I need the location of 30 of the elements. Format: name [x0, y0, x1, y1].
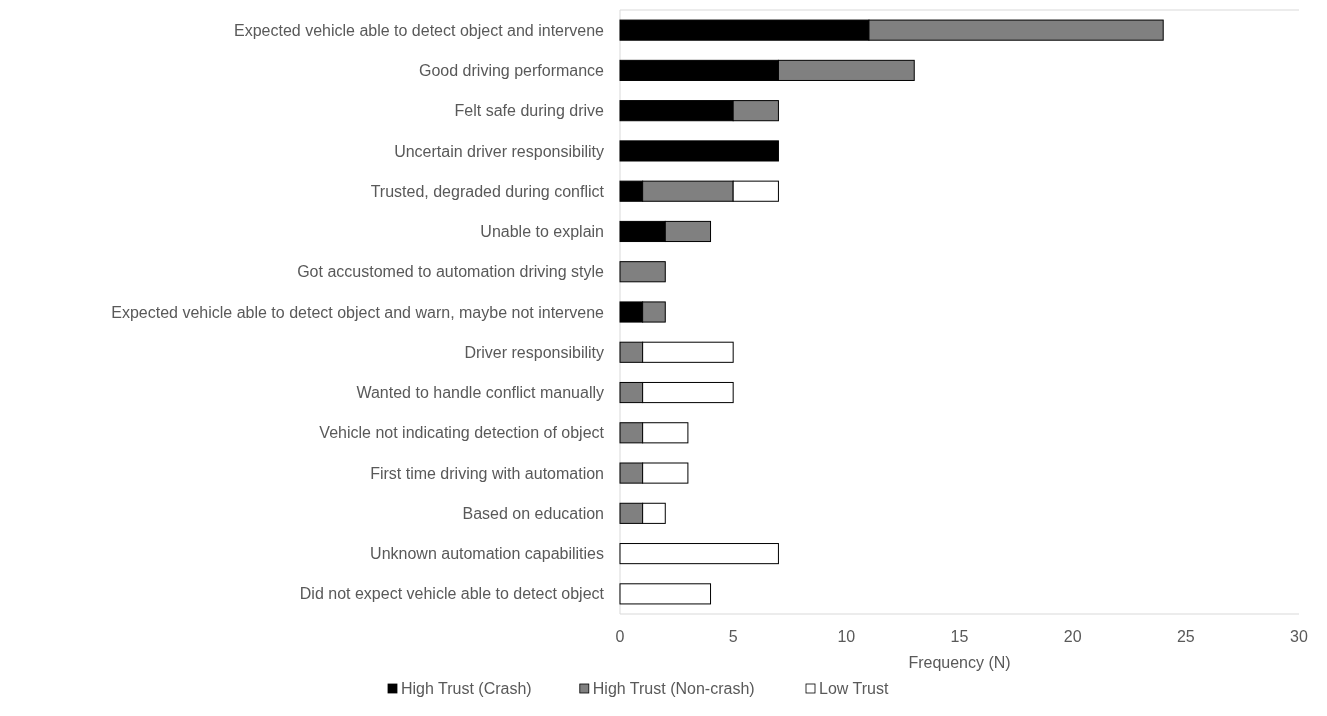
y-tick-label: Trusted, degraded during conflict	[370, 182, 605, 200]
y-tick-label: Expected vehicle able to detect object and intervene	[233, 21, 605, 39]
bar	[619, 583, 712, 605]
y-tick-label: Uncertain driver responsibility	[394, 142, 604, 160]
x-tick-label: 20	[1063, 628, 1082, 645]
y-tick-label: Expected vehicle able to detect object and warn, maybe not intervene	[111, 303, 605, 321]
bar	[619, 543, 779, 565]
y-tick-label: Good driving performance	[419, 62, 605, 79]
x-tick-label: 30	[1290, 628, 1308, 645]
y-tick-label: First time driving with automation	[370, 464, 604, 482]
x-tick-label: 15	[950, 628, 969, 645]
y-tick-label: Vehicle not indicating detection of object	[319, 424, 605, 442]
x-axis-title: Frequency (N)	[908, 654, 1011, 671]
legend-label: Low Trust	[819, 680, 889, 697]
legend-label: High Trust (Crash)	[401, 680, 532, 697]
y-tick-label: Got accustomed to automation driving style	[297, 263, 605, 281]
x-tick-label: 5	[728, 628, 738, 645]
y-tick-label: Based on education	[462, 504, 604, 522]
y-tick-label: Felt safe during drive	[454, 102, 605, 120]
y-tick-label: Unknown automation capabilities	[370, 545, 604, 563]
y-tick-label: Unable to explain	[480, 223, 604, 241]
bar	[619, 140, 779, 162]
y-tick-label: Did not expect vehicle able to detect object	[299, 585, 605, 603]
x-tick-label: 0	[615, 628, 625, 645]
y-tick-label: Wanted to handle conflict manually	[356, 384, 604, 402]
legend-label: High Trust (Non-crash)	[592, 680, 755, 697]
y-tick-label: Driver responsibility	[464, 343, 604, 361]
x-tick-label: 25	[1176, 628, 1195, 645]
x-tick-label: 10	[837, 628, 856, 645]
bar	[619, 261, 666, 283]
